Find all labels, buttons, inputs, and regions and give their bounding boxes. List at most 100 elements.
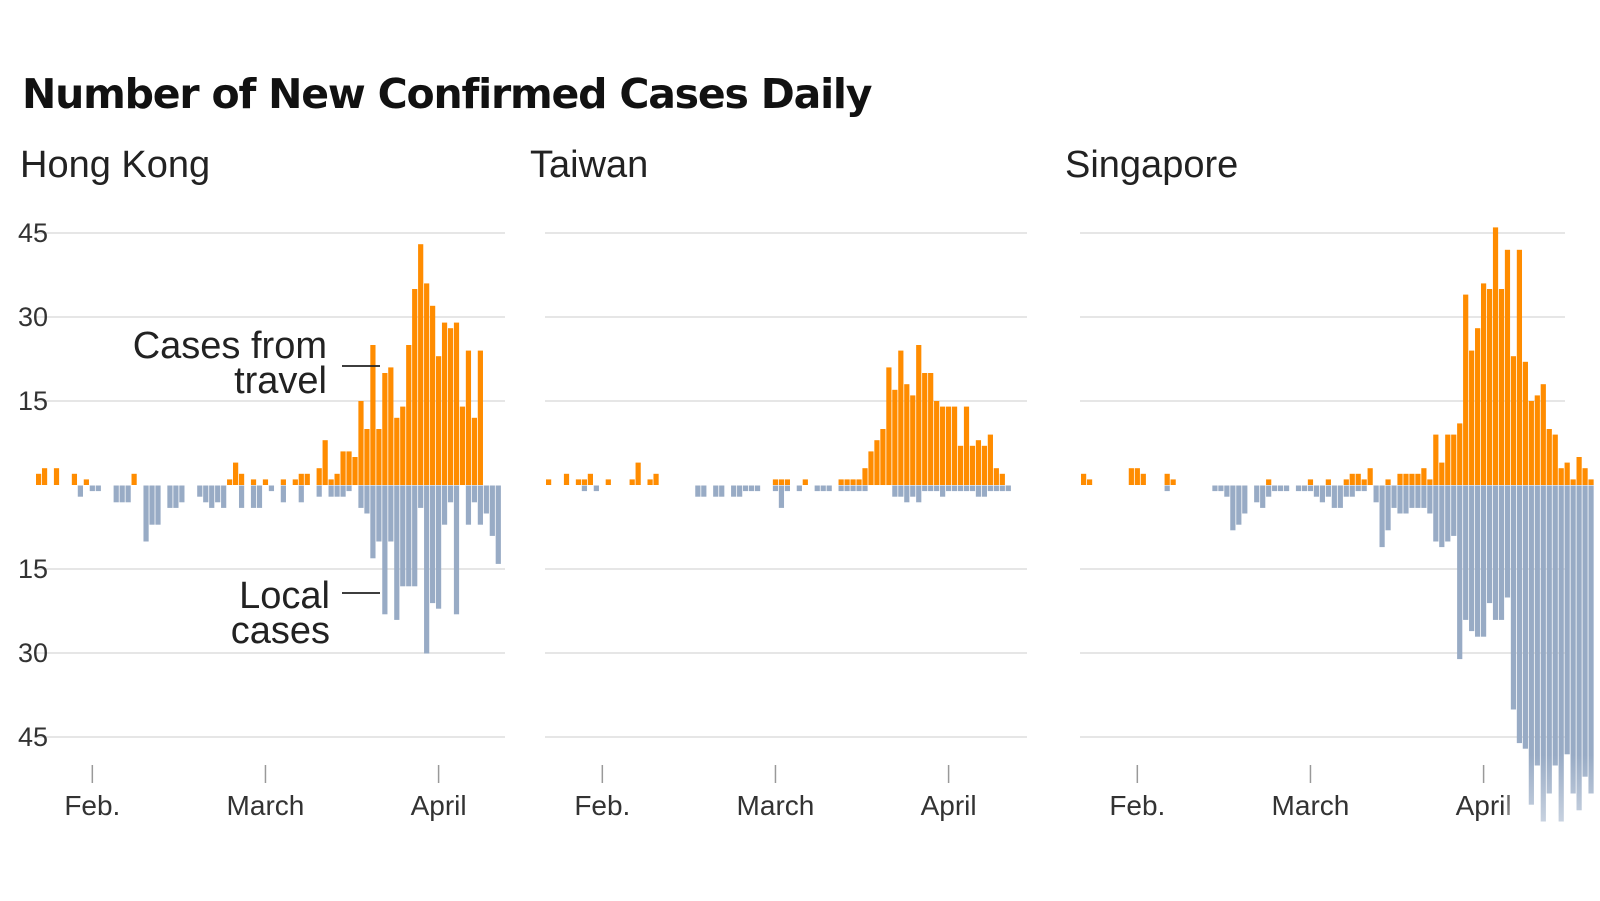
bar-local (1445, 485, 1451, 542)
bar-local (934, 485, 940, 492)
y-tick-label: 30 (18, 302, 48, 332)
bar-local (1588, 485, 1594, 794)
bar-travel (647, 479, 653, 485)
bar-travel (406, 345, 412, 485)
annotation-travel: travel (234, 360, 327, 402)
bar-travel (862, 468, 868, 485)
bar-travel (844, 479, 850, 485)
bar-local (1504, 485, 1511, 598)
bar-local (695, 485, 701, 497)
bar-travel (1564, 462, 1570, 485)
bar-travel (1421, 468, 1427, 485)
bar-local (1433, 485, 1439, 542)
bar-local (862, 485, 868, 492)
bar-travel (1504, 249, 1511, 485)
bar-local (1266, 485, 1272, 497)
bar-local (1421, 485, 1427, 508)
bar-local (987, 485, 993, 492)
bar-local (406, 485, 412, 587)
bar-local (215, 485, 221, 503)
bar-travel (364, 429, 370, 485)
bar-local (737, 485, 743, 497)
bar-local (400, 485, 406, 587)
bar-travel (916, 345, 922, 485)
bar-travel (546, 479, 552, 485)
bar-travel (778, 479, 785, 485)
bar-travel (1415, 473, 1421, 485)
bar-local (1451, 485, 1457, 536)
bar-travel (1439, 462, 1445, 485)
bar-travel (250, 479, 257, 485)
bar-local (1475, 485, 1481, 637)
bar-local (113, 485, 119, 503)
bar-local (465, 485, 472, 525)
bar-local (1307, 485, 1314, 492)
bar-local (1005, 485, 1011, 492)
bar-travel (1307, 479, 1314, 485)
bar-local (922, 485, 928, 492)
bar-local (1582, 485, 1588, 777)
bar-local (593, 485, 599, 492)
bar-travel (1086, 479, 1093, 485)
bar-travel (36, 473, 42, 485)
bar-travel (298, 473, 304, 485)
bar-travel (910, 395, 916, 485)
bar-travel (874, 440, 880, 485)
bar-local (1325, 485, 1331, 497)
bar-travel (1355, 473, 1361, 485)
bar-local (358, 485, 364, 508)
bar-local (1349, 485, 1355, 497)
bar-local (447, 485, 454, 503)
bar-travel (587, 473, 593, 485)
bar-travel (1546, 429, 1552, 485)
bar-travel (904, 384, 910, 485)
bar-travel (856, 479, 862, 485)
bar-local (1576, 485, 1582, 811)
bar-local (1486, 485, 1493, 604)
y-tick-label: 30 (18, 638, 48, 668)
panel-title: Hong Kong (20, 144, 210, 186)
bar-travel (477, 350, 483, 485)
bar-travel (322, 440, 328, 485)
panel-title: Singapore (1065, 144, 1238, 186)
bar-local (334, 485, 340, 497)
bar-local (1260, 485, 1266, 508)
bar-travel (575, 479, 582, 485)
x-tick-label: Feb. (64, 790, 120, 821)
bar-travel (418, 244, 424, 485)
bar-local (1510, 485, 1517, 710)
bar-local (1403, 485, 1409, 514)
bar-travel (465, 350, 472, 485)
bar-local (951, 485, 958, 492)
bar-local (173, 485, 179, 508)
annotation-local: Local (239, 575, 330, 617)
bar-local (1164, 485, 1170, 492)
bar-local (969, 485, 976, 492)
x-tick-label: April (411, 790, 467, 821)
bar-local (856, 485, 862, 492)
bottom-fade (1505, 755, 1600, 901)
panel-hong-kong: Hong Kong 45 30 15 15 30 45 Feb. March April (18, 144, 505, 821)
bar-local (928, 485, 934, 492)
bar-travel (1486, 289, 1493, 485)
bar-travel (605, 479, 611, 485)
bar-local (155, 485, 161, 525)
bar-local (1409, 485, 1415, 508)
bar-local (796, 485, 802, 492)
bar-local (784, 485, 790, 492)
bar-local (1218, 485, 1224, 492)
bar-local (340, 485, 346, 497)
bar-travel (922, 373, 928, 485)
bar-travel (1325, 479, 1331, 485)
bar-travel (334, 473, 340, 485)
bar-local (95, 485, 101, 492)
bar-travel (262, 479, 269, 485)
y-tick-label: 15 (18, 554, 48, 584)
bar-local (1236, 485, 1242, 525)
bar-local (1313, 485, 1320, 497)
bar-local (1230, 485, 1236, 531)
bar-travel (1570, 479, 1576, 485)
bar-travel (388, 367, 394, 485)
bar-local (844, 485, 850, 492)
